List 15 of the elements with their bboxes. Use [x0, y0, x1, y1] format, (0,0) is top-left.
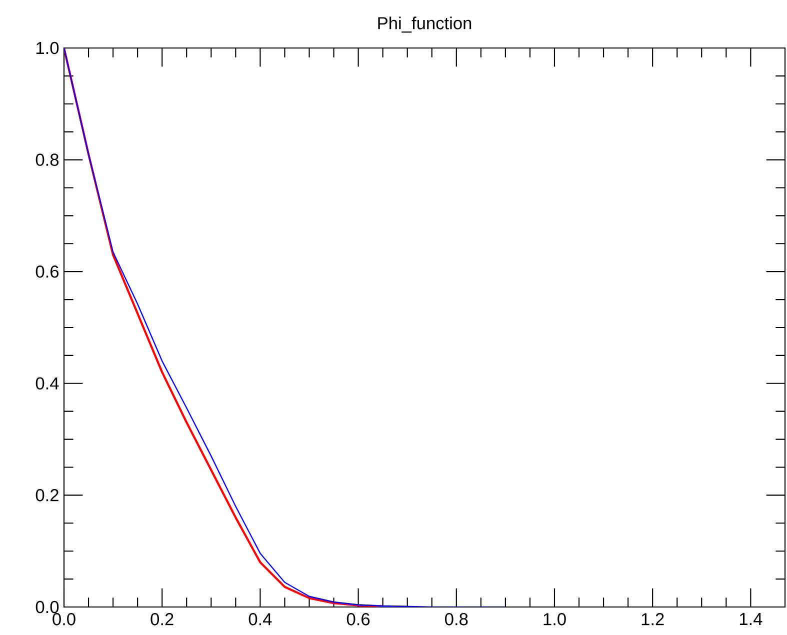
x-tick-label: 0.0 [52, 613, 76, 626]
x-tick-label: 0.8 [445, 613, 468, 626]
x-tick-label: 1.0 [544, 613, 566, 626]
y-tick-label: 0.4 [36, 377, 59, 390]
chart-title: Phi_function [378, 16, 472, 33]
y-tick-label: 1.0 [36, 42, 59, 54]
y-tick-label: 0.8 [36, 154, 59, 166]
y-tick-label: 0.0 [36, 600, 59, 614]
x-tick-label: 1.2 [642, 613, 664, 626]
y-tick-label: 0.6 [36, 265, 59, 278]
x-tick-label: 0.4 [248, 613, 272, 626]
x-tick-label: 0.2 [150, 613, 174, 626]
x-tick-label: 1.4 [740, 613, 762, 625]
y-tick-label: 0.2 [36, 489, 58, 502]
x-tick-label: 0.6 [346, 613, 370, 626]
